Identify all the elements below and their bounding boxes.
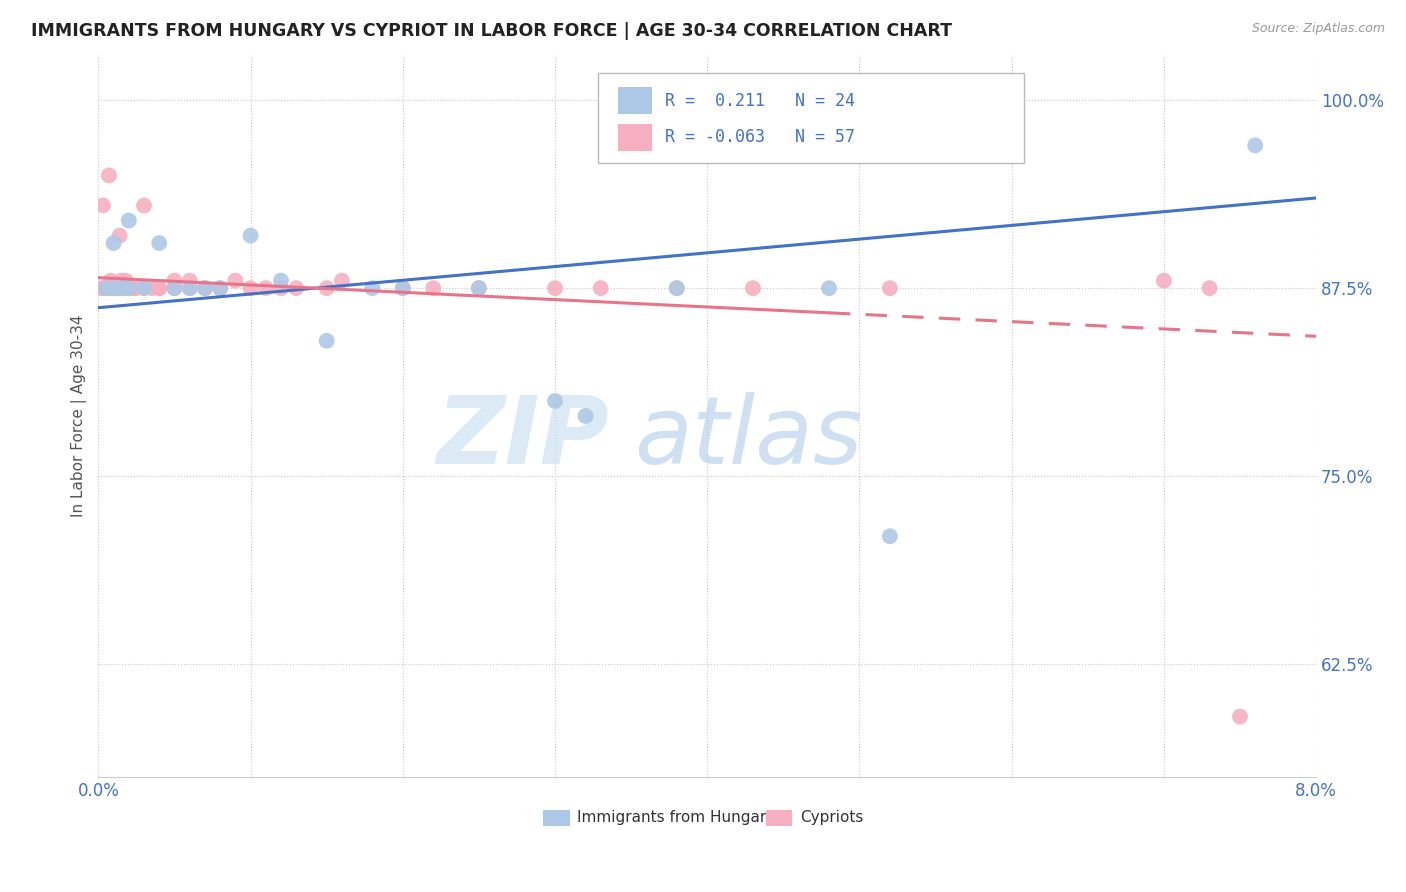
Point bbox=[1229, 709, 1251, 723]
Point bbox=[103, 235, 125, 250]
Point bbox=[132, 198, 155, 212]
Point bbox=[589, 281, 612, 295]
Bar bbox=[766, 810, 793, 826]
Point bbox=[209, 281, 232, 295]
Point bbox=[179, 274, 201, 288]
Point bbox=[91, 198, 114, 212]
Point bbox=[96, 281, 118, 295]
Point bbox=[118, 213, 141, 227]
Point bbox=[224, 274, 246, 288]
Text: Source: ZipAtlas.com: Source: ZipAtlas.com bbox=[1251, 22, 1385, 36]
Point bbox=[544, 393, 567, 408]
Point bbox=[194, 281, 217, 295]
Point bbox=[574, 409, 596, 423]
Point bbox=[179, 281, 201, 295]
Point bbox=[103, 281, 125, 295]
Point bbox=[110, 281, 132, 295]
Bar bbox=[619, 87, 652, 114]
Point bbox=[1153, 274, 1175, 288]
Point bbox=[1244, 138, 1267, 153]
Point bbox=[103, 281, 125, 295]
Point bbox=[163, 281, 186, 295]
Text: Cypriots: Cypriots bbox=[800, 810, 863, 825]
Point bbox=[121, 281, 143, 295]
Point bbox=[665, 281, 688, 295]
Point bbox=[110, 274, 132, 288]
Point bbox=[391, 281, 413, 295]
FancyBboxPatch shape bbox=[598, 73, 1024, 163]
Point bbox=[118, 281, 141, 295]
Point bbox=[315, 281, 337, 295]
Point bbox=[285, 281, 308, 295]
Point bbox=[270, 281, 292, 295]
Text: R = -0.063   N = 57: R = -0.063 N = 57 bbox=[665, 128, 855, 146]
Point bbox=[468, 281, 491, 295]
Point bbox=[163, 274, 186, 288]
Point bbox=[879, 529, 901, 543]
Point bbox=[239, 228, 262, 243]
Point bbox=[125, 281, 148, 295]
Point bbox=[98, 169, 121, 183]
Point bbox=[330, 274, 353, 288]
Point bbox=[132, 281, 155, 295]
Point bbox=[254, 281, 277, 295]
Point bbox=[148, 281, 170, 295]
Point bbox=[148, 235, 170, 250]
Point bbox=[107, 281, 129, 295]
Point bbox=[105, 281, 128, 295]
Point bbox=[391, 281, 413, 295]
Bar bbox=[543, 810, 569, 826]
Point bbox=[110, 281, 132, 295]
Point bbox=[741, 281, 763, 295]
Point bbox=[114, 274, 136, 288]
Point bbox=[270, 274, 292, 288]
Text: atlas: atlas bbox=[634, 392, 862, 483]
Point bbox=[665, 281, 688, 295]
Point bbox=[111, 281, 134, 295]
Point bbox=[194, 281, 217, 295]
Point bbox=[100, 274, 122, 288]
Point bbox=[422, 281, 444, 295]
Point bbox=[209, 281, 232, 295]
Point bbox=[818, 281, 841, 295]
Point bbox=[361, 281, 384, 295]
Point bbox=[194, 281, 217, 295]
Point bbox=[118, 281, 141, 295]
Point bbox=[239, 281, 262, 295]
Point bbox=[90, 281, 112, 295]
Point bbox=[544, 281, 567, 295]
Point bbox=[315, 334, 337, 348]
Point bbox=[179, 281, 201, 295]
Point bbox=[468, 281, 491, 295]
Point bbox=[118, 281, 141, 295]
Point bbox=[1198, 281, 1220, 295]
Text: R =  0.211   N = 24: R = 0.211 N = 24 bbox=[665, 92, 855, 110]
Text: IMMIGRANTS FROM HUNGARY VS CYPRIOT IN LABOR FORCE | AGE 30-34 CORRELATION CHART: IMMIGRANTS FROM HUNGARY VS CYPRIOT IN LA… bbox=[31, 22, 952, 40]
Bar bbox=[619, 124, 652, 151]
Point bbox=[108, 228, 131, 243]
Point bbox=[132, 281, 155, 295]
Point bbox=[94, 281, 117, 295]
Text: Immigrants from Hungary: Immigrants from Hungary bbox=[576, 810, 775, 825]
Y-axis label: In Labor Force | Age 30-34: In Labor Force | Age 30-34 bbox=[72, 315, 87, 517]
Point bbox=[141, 281, 163, 295]
Point bbox=[163, 281, 186, 295]
Point bbox=[94, 281, 117, 295]
Point bbox=[103, 281, 125, 295]
Point bbox=[93, 281, 115, 295]
Point bbox=[879, 281, 901, 295]
Text: ZIP: ZIP bbox=[437, 392, 610, 483]
Point bbox=[148, 281, 170, 295]
